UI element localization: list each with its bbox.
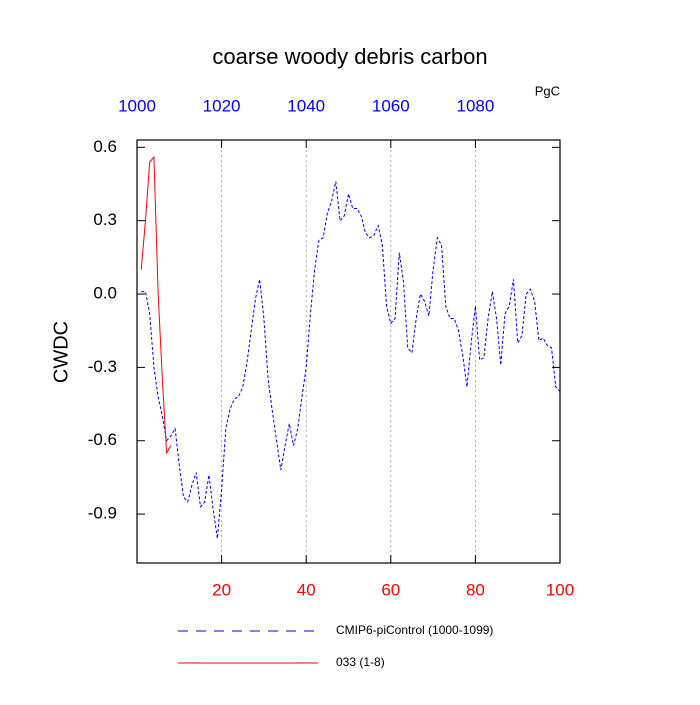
- y-tick-label: 0.0: [93, 284, 117, 303]
- y-tick-label: -0.6: [88, 430, 117, 449]
- y-tick-label: 0.3: [93, 210, 117, 229]
- x2-tick-label: 1000: [118, 96, 156, 115]
- x2-tick-label: 1060: [372, 96, 410, 115]
- x2-tick-label: 1020: [203, 96, 241, 115]
- y-tick-label: 0.6: [93, 137, 117, 156]
- x-tick-label: 20: [212, 580, 231, 599]
- x2-tick-label: 1040: [287, 96, 325, 115]
- series-line: [140, 155, 172, 455]
- y-tick-label: -0.9: [88, 504, 117, 523]
- x-tick-label: 40: [297, 580, 316, 599]
- plot-frame: [136, 139, 561, 564]
- legend-label: 033 (1-8): [336, 655, 385, 669]
- chart-title: coarse woody debris carbon: [212, 44, 487, 69]
- x2-tick-label: 1080: [456, 96, 494, 115]
- y-tick-label: -0.3: [88, 357, 117, 376]
- series-line: [141, 181, 561, 539]
- x-tick-label: 80: [466, 580, 485, 599]
- x2-axis-label: PgC: [535, 83, 560, 98]
- y-axis-label: CWDC: [50, 321, 72, 383]
- x-tick-label: 100: [546, 580, 574, 599]
- x-tick-label: 60: [381, 580, 400, 599]
- legend-label: CMIP6-piControl (1000-1099): [336, 623, 493, 637]
